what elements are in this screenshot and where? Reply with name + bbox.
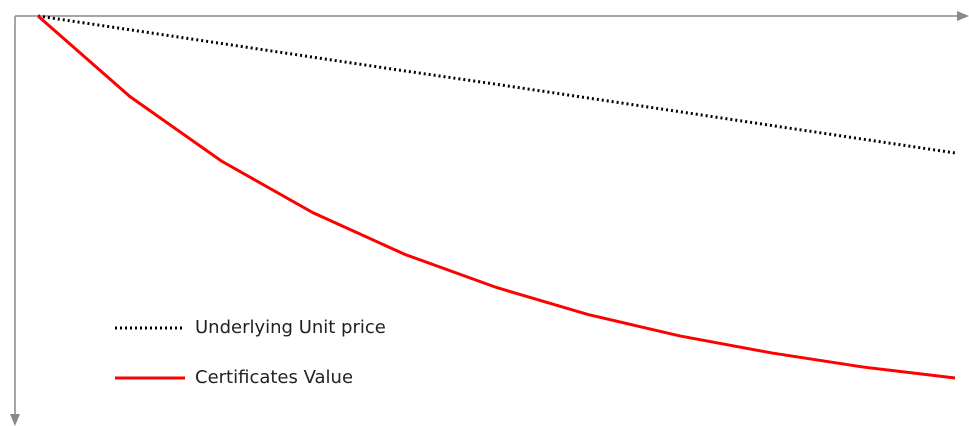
y-axis-arrow (10, 414, 20, 426)
line-series (37, 14, 956, 155)
line-series (37, 14, 956, 380)
legend-label: Certificates Value (195, 367, 353, 388)
legend-label: Underlying Unit price (195, 317, 386, 338)
x-axis-arrow (957, 11, 969, 21)
